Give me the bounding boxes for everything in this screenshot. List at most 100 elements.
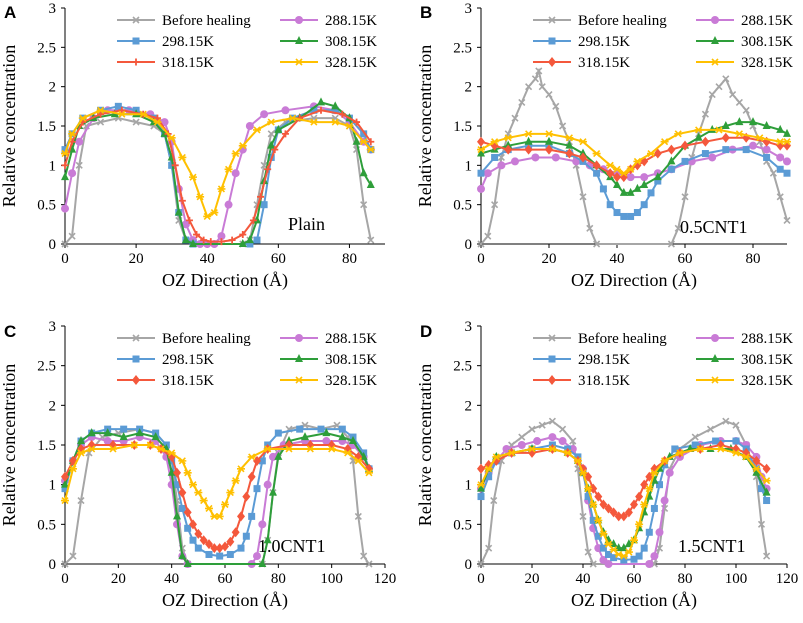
data-point: [511, 157, 519, 166]
data-point: [274, 451, 283, 460]
x-axis-label: OZ Direction (Å): [571, 270, 697, 291]
data-point: [715, 126, 723, 134]
data-point: [193, 231, 201, 239]
data-point: [185, 216, 193, 224]
legend-marker: [711, 16, 719, 24]
data-point: [205, 504, 213, 513]
x-tick-label: 100: [320, 571, 343, 587]
data-point: [613, 180, 621, 188]
data-point: [619, 543, 628, 552]
y-tick-label: 0: [465, 557, 473, 573]
y-tick-label: 3: [465, 319, 473, 335]
data-point: [61, 149, 69, 158]
data-point: [343, 449, 352, 457]
series-298-15k: [477, 142, 791, 220]
data-point: [263, 480, 272, 489]
data-point: [660, 457, 669, 465]
data-point: [706, 425, 715, 433]
data-point: [504, 134, 513, 142]
legend-label: 308.15K: [741, 34, 793, 50]
data-point: [226, 550, 234, 558]
data-point: [477, 463, 485, 474]
legend-label: Before healing: [578, 13, 667, 29]
data-point: [281, 106, 290, 115]
data-point: [238, 142, 247, 150]
data-point: [331, 118, 340, 126]
data-point: [174, 207, 183, 216]
data-point: [712, 437, 720, 445]
legend-marker: [548, 57, 556, 67]
legend-marker: [711, 36, 719, 44]
legend-entry: 288.15K: [280, 331, 377, 347]
x-tick-label: 80: [746, 251, 761, 267]
data-point: [178, 153, 187, 162]
x-tick-label: 0: [477, 251, 485, 267]
series-328-15k: [61, 441, 373, 520]
x-tick-label: 0: [477, 571, 485, 587]
data-point: [762, 477, 771, 485]
series-318-15k: [61, 106, 375, 246]
data-point: [281, 130, 289, 138]
data-point: [77, 496, 85, 505]
data-point: [309, 118, 318, 126]
data-point: [231, 169, 240, 178]
data-point: [178, 487, 187, 498]
data-point: [359, 168, 368, 177]
x-tick-label: 40: [610, 251, 625, 267]
data-point: [762, 487, 771, 496]
data-point: [490, 496, 498, 505]
data-point: [565, 148, 574, 159]
data-point: [168, 161, 176, 169]
series-328-15k: [477, 445, 771, 560]
data-point: [199, 496, 208, 505]
data-point: [139, 110, 148, 118]
data-point: [274, 124, 283, 133]
legend-label: 328.15K: [325, 373, 377, 389]
data-point: [650, 469, 659, 477]
legend-entry: 328.15K: [696, 373, 793, 389]
data-point: [650, 504, 658, 512]
data-point: [755, 134, 764, 142]
data-point: [203, 212, 212, 221]
data-point: [674, 224, 682, 232]
data-point: [491, 201, 499, 209]
data-point: [253, 552, 261, 561]
data-point: [507, 449, 516, 457]
data-point: [477, 184, 485, 193]
data-point: [524, 130, 533, 138]
data-point: [721, 132, 730, 143]
data-point: [776, 138, 785, 146]
data-point: [365, 560, 373, 568]
y-axis-label: Relative concentration: [415, 364, 435, 526]
data-point: [619, 552, 628, 560]
data-point: [173, 511, 181, 520]
data-point: [531, 75, 539, 83]
data-point: [517, 441, 526, 449]
data-point: [518, 98, 526, 106]
legend-entry: 288.15K: [280, 13, 377, 29]
data-point: [645, 528, 653, 536]
x-axis-label: OZ Direction (Å): [162, 270, 288, 291]
legend-entry: 328.15K: [280, 55, 377, 71]
legend-marker: [711, 354, 719, 362]
data-point: [630, 536, 638, 544]
legend-label: 328.15K: [741, 55, 793, 71]
series-line: [64, 444, 370, 518]
data-point: [722, 75, 730, 83]
x-tick-label: 120: [374, 571, 397, 587]
data-point: [245, 235, 254, 244]
data-point: [151, 432, 160, 441]
data-point: [189, 173, 197, 181]
legend-entry: 288.15K: [696, 13, 793, 29]
data-point: [109, 445, 117, 453]
data-point: [354, 457, 363, 465]
data-point: [365, 469, 373, 477]
data-point: [264, 165, 272, 173]
series-line: [480, 443, 768, 518]
data-point: [518, 433, 526, 441]
data-point: [118, 106, 126, 114]
data-point: [173, 481, 181, 489]
data-point: [69, 552, 77, 560]
panel-annotation: 1.0CNT1: [258, 536, 326, 556]
legend-marker: [711, 376, 719, 384]
